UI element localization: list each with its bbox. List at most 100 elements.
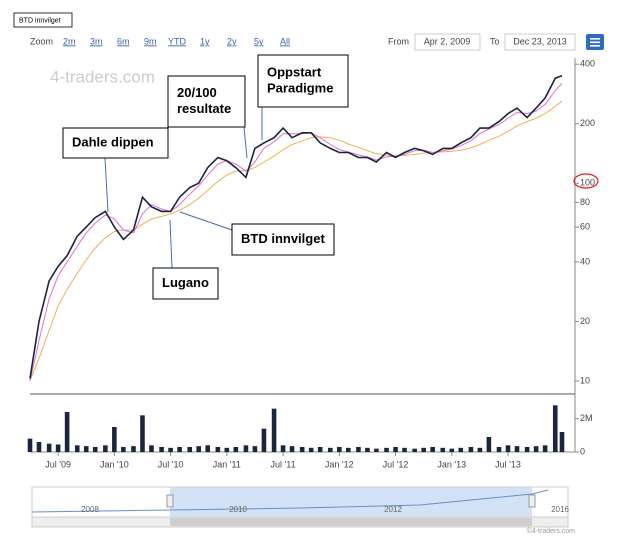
x-tick-label: Jul '10 bbox=[158, 459, 184, 469]
navigator-handle[interactable] bbox=[528, 494, 536, 508]
range-button[interactable]: 2m bbox=[63, 36, 76, 46]
header-box bbox=[13, 12, 73, 28]
volume-bar bbox=[74, 445, 80, 452]
price-line bbox=[29, 74, 563, 379]
annotation-text: BTD innvilget bbox=[241, 231, 325, 246]
annotation-arrows bbox=[104, 107, 263, 269]
y-tick-label: 10 bbox=[580, 375, 590, 385]
header-title: BTD innvilget bbox=[19, 17, 61, 24]
volume-bar bbox=[36, 442, 42, 452]
volume-bar bbox=[140, 415, 145, 452]
to-label: To bbox=[490, 36, 500, 46]
annotation-box bbox=[62, 127, 169, 159]
volume-bar bbox=[421, 447, 426, 452]
volume-bar bbox=[252, 446, 258, 452]
y-tick-label: 80 bbox=[580, 197, 590, 207]
volume-bar bbox=[449, 448, 455, 452]
x-tick-label: Jul '12 bbox=[383, 459, 409, 469]
volume-bar bbox=[552, 405, 558, 452]
navigator-handle[interactable] bbox=[166, 494, 174, 508]
to-date[interactable]: Dec 23, 2013 bbox=[513, 36, 567, 46]
to-input[interactable] bbox=[504, 33, 576, 51]
credit: ©4-traders.com bbox=[527, 527, 576, 535]
volume-bar bbox=[159, 447, 164, 452]
y-tick-label: 100 bbox=[580, 178, 595, 188]
range-button[interactable]: 6m bbox=[117, 36, 130, 46]
range-button[interactable]: All bbox=[280, 36, 290, 46]
watermark: 4-traders.com bbox=[50, 67, 155, 86]
from-date[interactable]: Apr 2, 2009 bbox=[424, 36, 471, 46]
volume-bar bbox=[64, 412, 70, 452]
volume-bar bbox=[328, 447, 333, 452]
y2-tick-label: 2M bbox=[580, 413, 593, 423]
x-tick-label: Jan '13 bbox=[437, 459, 466, 469]
volume-bar bbox=[559, 432, 565, 452]
range-button[interactable]: 5y bbox=[254, 36, 264, 46]
highlight-circle bbox=[573, 173, 599, 189]
volume-bar bbox=[224, 447, 230, 452]
volume-bar bbox=[486, 437, 492, 452]
volume-bar bbox=[196, 446, 202, 452]
volume-bar bbox=[187, 447, 193, 452]
volume-bar bbox=[524, 447, 530, 452]
volume-bar bbox=[177, 447, 182, 452]
volume-bar bbox=[430, 447, 435, 452]
navigator-line bbox=[31, 489, 549, 513]
x-tick-label: Jul '13 bbox=[495, 459, 521, 469]
annotation-text: 20/100 bbox=[177, 85, 217, 100]
navigator-selection[interactable] bbox=[170, 487, 532, 517]
volume-bar bbox=[112, 427, 117, 452]
volume-bar bbox=[280, 445, 286, 452]
volume-bar bbox=[346, 447, 351, 452]
volume-bar bbox=[393, 447, 398, 452]
range-button[interactable]: 9m bbox=[144, 36, 157, 46]
range-button[interactable]: 1y bbox=[200, 36, 210, 46]
volume-bar bbox=[402, 447, 407, 452]
volume-bar bbox=[83, 446, 89, 452]
volume-bar bbox=[458, 447, 464, 452]
volume-bar bbox=[365, 447, 370, 452]
navigator-label: 2010 bbox=[229, 505, 247, 514]
volume-bar bbox=[46, 443, 52, 452]
annotation-box bbox=[167, 75, 246, 128]
menu-button[interactable] bbox=[586, 34, 604, 50]
volume-bar bbox=[205, 445, 211, 452]
navigator-label: 2012 bbox=[384, 505, 402, 514]
volume-bar bbox=[121, 447, 126, 452]
moving-average bbox=[29, 83, 563, 382]
volume-bar bbox=[149, 445, 154, 452]
volume-bar bbox=[299, 447, 305, 452]
range-button[interactable]: 3m bbox=[90, 36, 103, 46]
volume-bar bbox=[271, 408, 277, 452]
scrollbar-thumb[interactable] bbox=[170, 518, 532, 526]
range-button[interactable]: 2y bbox=[227, 36, 237, 46]
volume-bar bbox=[103, 445, 108, 452]
annotation-box bbox=[152, 267, 219, 300]
volume-bar bbox=[412, 448, 417, 452]
annotation-text: resultate bbox=[177, 101, 231, 116]
volume-bar bbox=[308, 447, 314, 452]
y-tick-label: 20 bbox=[580, 316, 590, 326]
volume-bar bbox=[55, 444, 61, 452]
y-tick-label: 60 bbox=[580, 221, 590, 231]
range-button[interactable]: YTD bbox=[168, 36, 187, 46]
annotation-box bbox=[257, 54, 349, 108]
annotation-text: Dahle dippen bbox=[72, 134, 154, 149]
moving-average bbox=[29, 100, 563, 382]
volume-bar bbox=[384, 447, 389, 452]
volume-bar bbox=[289, 446, 295, 452]
y2-tick-label: 0 bbox=[580, 446, 585, 456]
volume-bar bbox=[505, 445, 511, 452]
volume-bar bbox=[496, 447, 502, 452]
from-input[interactable] bbox=[414, 33, 481, 51]
annotation-text: Lugano bbox=[162, 275, 209, 290]
x-tick-label: Jul '09 bbox=[45, 459, 71, 469]
annotation-box bbox=[231, 223, 335, 256]
x-tick-label: Jan '10 bbox=[100, 459, 129, 469]
volume-bar bbox=[356, 447, 361, 452]
volume-bar bbox=[317, 447, 323, 452]
volume-bar bbox=[27, 438, 33, 452]
volume-bar bbox=[374, 448, 379, 452]
volume-bar bbox=[337, 447, 342, 452]
